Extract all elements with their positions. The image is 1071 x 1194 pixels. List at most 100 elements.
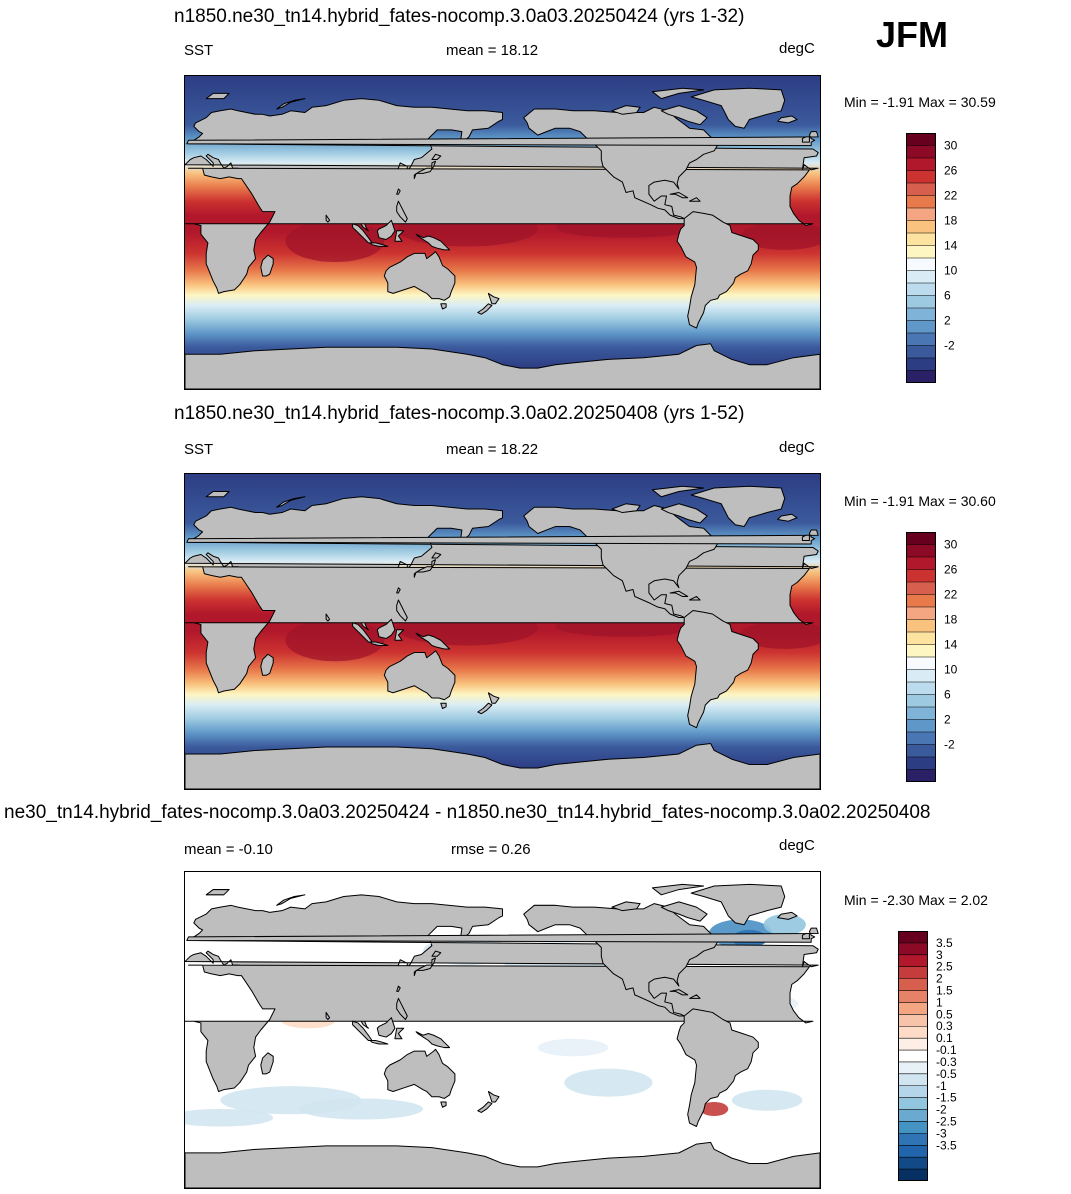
land-antarctica <box>185 743 820 789</box>
colorbar-swatch <box>906 270 936 284</box>
colorbar-tick-label: 10 <box>944 663 958 677</box>
panel-1-title: n1850.ne30_tn14.hybrid_fates-nocomp.3.0a… <box>174 6 745 27</box>
panel-2-minmax: Min = -1.91 Max = 30.60 <box>844 493 996 509</box>
land-srilanka <box>325 613 331 622</box>
colorbar-swatch <box>906 308 936 321</box>
land-madagascar <box>260 254 274 277</box>
colorbar-tick-label: 1 <box>936 995 943 1009</box>
panel-1-mean-label: mean = 18.12 <box>446 42 539 59</box>
land-hispaniola <box>689 595 701 601</box>
land-hokkaido <box>431 552 442 559</box>
panel-1-map <box>184 75 821 390</box>
land-taiwan <box>396 188 401 195</box>
warm-pool <box>740 621 820 649</box>
land-australia <box>383 251 456 301</box>
land-sulawesi <box>394 629 405 641</box>
land-samerica <box>676 609 759 729</box>
colorbar-swatch <box>906 732 936 745</box>
colorbar-tick-label: 10 <box>944 264 958 278</box>
panel-2-units-label: degC <box>779 439 815 456</box>
colorbar-swatch <box>906 145 936 159</box>
colorbar-swatch <box>898 966 928 980</box>
colorbar-swatch <box>906 669 936 683</box>
land-hokkaido <box>431 153 442 160</box>
land-java <box>369 1039 389 1045</box>
colorbar-swatch <box>906 133 936 146</box>
land-britain <box>186 927 819 943</box>
panel-3-minmax: Min = -2.30 Max = 2.02 <box>844 892 988 908</box>
colorbar-swatch <box>906 195 936 209</box>
land-newguinea <box>415 233 451 251</box>
panel-3-rmse-label: rmse = 0.26 <box>451 841 531 858</box>
colorbar-swatch <box>906 245 936 259</box>
colorbar-swatch <box>906 158 936 171</box>
land-namerica <box>523 903 720 1017</box>
land-philippines <box>396 997 408 1021</box>
land-newzealand <box>487 1090 500 1103</box>
colorbar-swatch <box>898 1073 928 1087</box>
colorbar-tick-label: 2 <box>944 713 951 727</box>
panel-3-units-label: degC <box>779 837 815 854</box>
land-japan <box>413 957 436 977</box>
panel-2-mean-label: mean = 18.22 <box>446 441 539 458</box>
colorbar-swatch <box>898 942 928 956</box>
panel-1-units-label: degC <box>779 40 815 57</box>
anomaly-patch <box>299 1098 424 1120</box>
land-newguinea <box>415 1031 451 1049</box>
colorbar-swatch <box>898 931 928 944</box>
colorbar-swatch <box>906 532 936 545</box>
land-newguinea <box>415 632 451 650</box>
colorbar-tick-label: 2.5 <box>936 960 953 974</box>
land-svalbard <box>205 92 230 100</box>
land-cuba <box>669 590 689 597</box>
land-iceland <box>777 115 798 124</box>
land-newzealand2 <box>477 702 493 715</box>
colorbar-tick-label: -0.3 <box>936 1055 957 1069</box>
colorbar-swatch <box>906 694 936 708</box>
colorbar-tick-label: 26 <box>944 164 958 178</box>
colorbar-tick-label: -3.5 <box>936 1138 957 1152</box>
panel-3-colorbar: 3.5 3 2.5 2 1.5 1 0.5 0.3 0.1 -0.1 -0.3 -0.5 -1 -1.5-… <box>898 931 957 1182</box>
panel-3-map <box>184 871 821 1189</box>
land-britain <box>186 131 819 147</box>
colorbar-swatch <box>906 582 936 595</box>
land-borneo <box>376 219 396 240</box>
season-label: JFM <box>876 14 948 55</box>
colorbar-swatch <box>906 657 936 670</box>
colorbar-tick-label: 14 <box>944 239 958 253</box>
land-victoria <box>611 901 641 912</box>
colorbar-swatch <box>898 1109 928 1122</box>
panel-1-minmax: Min = -1.91 Max = 30.59 <box>844 94 996 110</box>
colorbar-swatch <box>906 345 936 359</box>
colorbar-swatch <box>906 544 936 558</box>
land-newzealand2 <box>477 303 493 315</box>
colorbar-swatch <box>906 607 936 620</box>
colorbar-tick-label: 6 <box>944 289 951 303</box>
warm-pool <box>740 222 820 250</box>
colorbar-swatch <box>898 1169 928 1182</box>
colorbar-swatch <box>906 644 936 658</box>
colorbar-swatch <box>906 333 936 346</box>
panel-2-colorbar: 30 26 22 18 14 10 6 2 -2 <box>906 532 958 783</box>
colorbar-swatch <box>906 208 936 221</box>
anomaly-patch <box>537 1038 609 1057</box>
colorbar-tick-label: -2.5 <box>936 1114 957 1128</box>
colorbar-tick-label: -2 <box>936 1103 947 1117</box>
anomaly-patch <box>564 1068 653 1097</box>
colorbar-tick-label: 3 <box>936 948 943 962</box>
land-taiwan <box>396 985 401 992</box>
colorbar-tick-label: 2 <box>944 314 951 328</box>
colorbar-tick-label: -0.5 <box>936 1067 957 1081</box>
colorbar-swatch <box>898 1050 928 1063</box>
anomaly-patch <box>731 1089 803 1111</box>
land-japan <box>413 160 436 180</box>
colorbar-swatch <box>906 557 936 570</box>
land-srilanka <box>325 1011 331 1021</box>
land-svalbard <box>205 491 230 498</box>
colorbar-swatch <box>898 1038 928 1051</box>
colorbar-tick-label: -0.1 <box>936 1043 957 1057</box>
land-baffin <box>660 503 708 524</box>
colorbar-swatch <box>906 757 936 770</box>
land-baffin <box>660 105 708 126</box>
colorbar-tick-label: 6 <box>944 688 951 702</box>
